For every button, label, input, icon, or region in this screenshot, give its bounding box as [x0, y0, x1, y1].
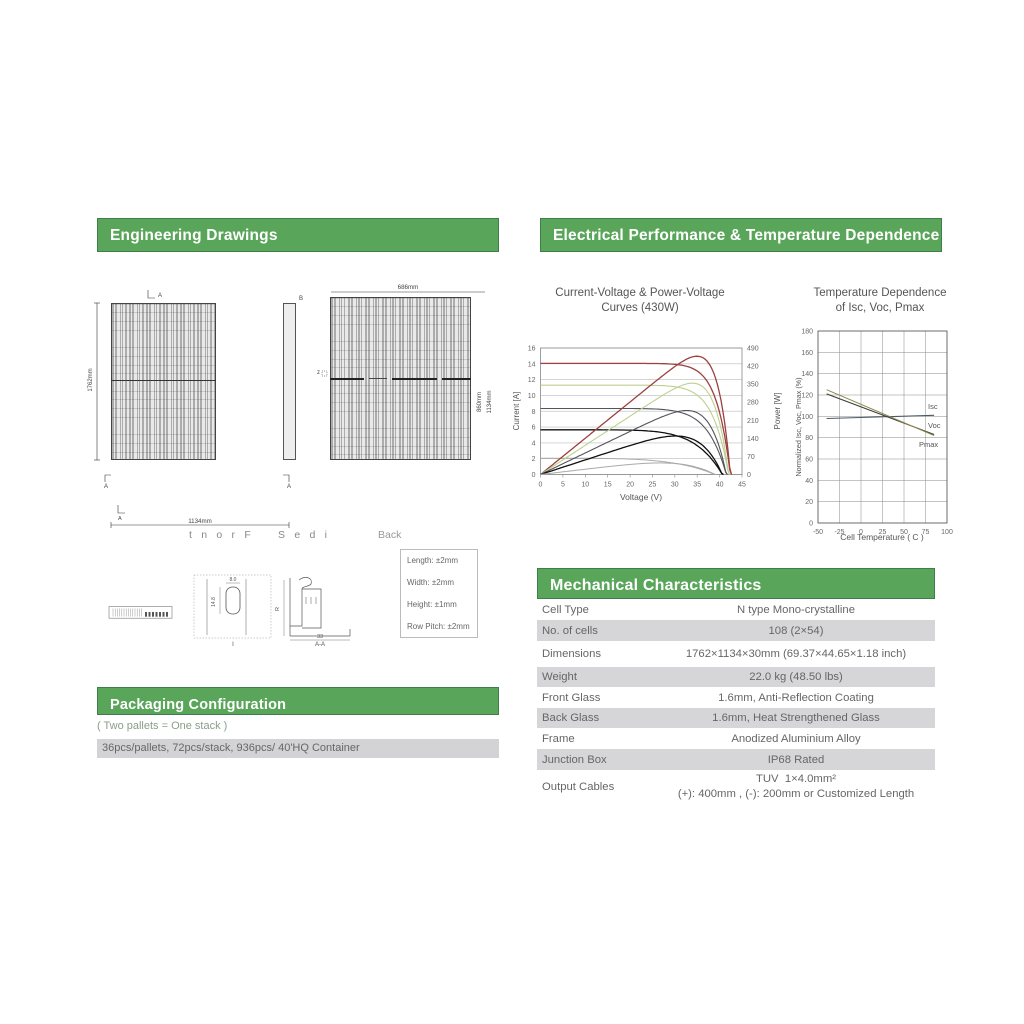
svg-text:Isc: Isc	[928, 402, 938, 411]
svg-text:Normalized Isc, Voc, Pmax (%): Normalized Isc, Voc, Pmax (%)	[794, 377, 803, 476]
svg-text:Voc: Voc	[928, 421, 941, 430]
svg-text:100: 100	[801, 414, 813, 421]
svg-text:40: 40	[805, 478, 813, 485]
svg-text:60: 60	[805, 457, 813, 464]
svg-text:160: 160	[801, 350, 813, 357]
svg-text:140: 140	[801, 371, 813, 378]
svg-text:20: 20	[805, 499, 813, 506]
svg-text:120: 120	[801, 393, 813, 400]
svg-text:100: 100	[941, 529, 953, 536]
svg-text:Cell Temperature ( C ): Cell Temperature ( C )	[840, 532, 924, 542]
svg-text:80: 80	[805, 435, 813, 442]
svg-text:-50: -50	[813, 529, 823, 536]
svg-text:180: 180	[801, 329, 813, 336]
svg-text:Pmax: Pmax	[919, 440, 938, 449]
svg-text:0: 0	[809, 521, 813, 528]
